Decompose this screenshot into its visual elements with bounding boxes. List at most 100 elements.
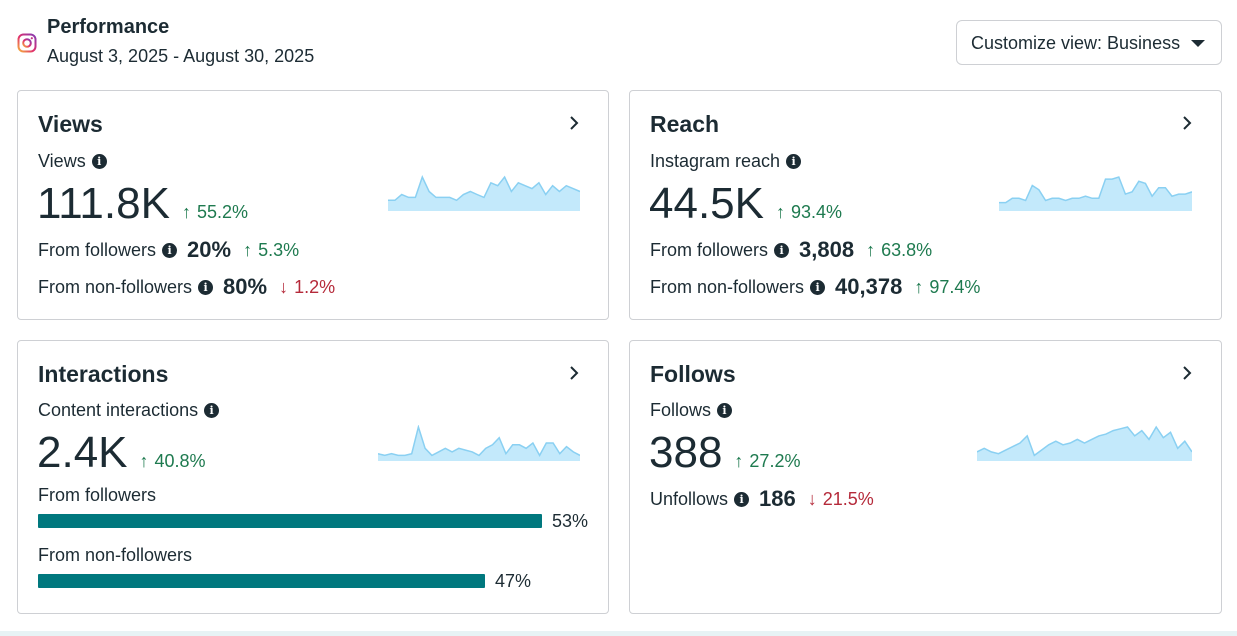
customize-view-label: Customize view: Business (971, 33, 1181, 53)
views-followers-row: From followers i 20% ↑ 5.3% (38, 237, 299, 263)
sparkline-line (977, 425, 1192, 457)
interactions-metric-label: Content interactions i (38, 400, 220, 421)
chevron-right-icon[interactable] (568, 113, 580, 133)
reach-card[interactable]: Reach Instagram reach i 44.5K ↑ 93.4% From… (629, 90, 1222, 320)
interactions-change-text: 40.8% (154, 451, 206, 471)
unfollows-change: ↓ 21.5% (808, 489, 874, 510)
views-non-followers-change: ↓ 1.2% (279, 277, 335, 298)
follows-metric-label: Follows i (650, 400, 733, 421)
chevron-right-icon[interactable] (568, 363, 580, 383)
info-icon[interactable]: i (91, 154, 107, 169)
sparkline-area (388, 177, 580, 211)
reach-non-followers-label: From non-followers (650, 276, 805, 297)
follows-sparkline (977, 425, 1192, 461)
reach-metric-label: Instagram reach i (650, 151, 802, 172)
card-title-interactions: Interactions (38, 361, 169, 387)
interactions-metric-text: Content interactions (38, 400, 199, 420)
info-icon[interactable]: i (734, 491, 750, 507)
views-non-followers-value: 80% (223, 274, 268, 299)
reach-value: 44.5K (649, 179, 764, 228)
page-title: Performance (47, 16, 170, 38)
unfollows-row: Unfollows i 186 ↓ 21.5% (650, 486, 874, 512)
info-icon[interactable]: i (774, 242, 790, 258)
views-metric-label: Views i (38, 151, 107, 172)
unfollows-value: 186 (759, 486, 796, 511)
info-icon[interactable]: i (717, 403, 733, 418)
follows-change-text: 27.2% (749, 451, 801, 471)
card-title-follows: Follows (650, 361, 736, 387)
arrow-up-icon: ↑ (775, 202, 785, 222)
reach-followers-label: From followers (650, 239, 769, 260)
reach-metric-text: Instagram reach (650, 151, 781, 171)
info-icon[interactable]: i (198, 279, 214, 295)
arrow-up-icon: ↑ (734, 451, 744, 471)
interactions-change: ↑ 40.8% (140, 451, 206, 472)
views-non-followers-change-text: 1.2% (294, 276, 336, 297)
arrow-up-icon: ↑ (914, 276, 924, 297)
reach-change-text: 93.4% (790, 202, 843, 222)
card-title-reach: Reach (650, 111, 720, 137)
sparkline-area (977, 427, 1192, 461)
sparkline-line (388, 175, 580, 202)
reach-followers-change: ↑ 63.8% (866, 240, 932, 261)
reach-value-row: 44.5K ↑ 93.4% (649, 179, 842, 229)
instagram-icon (17, 33, 37, 53)
sparkline-line (999, 176, 1192, 204)
follows-metric-text: Follows (650, 400, 712, 420)
bottom-scroll-edge (0, 631, 1237, 636)
sparkline-line (378, 425, 580, 457)
reach-followers-value: 3,808 (799, 237, 855, 262)
info-icon[interactable]: i (810, 279, 826, 295)
reach-non-followers-value: 40,378 (835, 274, 903, 299)
follows-change: ↑ 27.2% (734, 451, 800, 472)
caret-down-icon (1191, 40, 1205, 47)
interactions-card[interactable]: Interactions Content interactions i 2.4K … (17, 340, 609, 614)
interactions-value: 2.4K (37, 428, 128, 477)
card-title-views: Views (38, 111, 103, 137)
views-followers-change-text: 5.3% (258, 239, 300, 260)
follows-card[interactable]: Follows Follows i 388 ↑ 27.2% Unfollows i 1… (629, 340, 1222, 614)
views-value: 111.8K (37, 179, 170, 228)
info-icon[interactable]: i (162, 242, 178, 258)
interactions-followers-label: From followers (38, 485, 157, 505)
interactions-sparkline (378, 425, 580, 461)
arrow-up-icon: ↑ (243, 239, 253, 260)
unfollows-change-text: 21.5% (822, 488, 874, 509)
reach-non-followers-change-text: 97.4% (929, 276, 981, 297)
interactions-followers-pct: 53% (552, 511, 589, 531)
arrow-up-icon: ↑ (866, 239, 876, 260)
chevron-right-icon[interactable] (1181, 363, 1193, 383)
views-non-followers-label: From non-followers (38, 276, 193, 297)
views-non-followers-row: From non-followers i 80% ↓ 1.2% (38, 274, 335, 300)
date-range: August 3, 2025 - August 30, 2025 (47, 46, 315, 66)
arrow-up-icon: ↑ (181, 202, 191, 222)
arrow-up-icon: ↑ (139, 451, 149, 471)
follows-value: 388 (649, 428, 723, 477)
reach-non-followers-row: From non-followers i 40,378 ↑ 97.4% (650, 274, 980, 300)
follows-value-row: 388 ↑ 27.2% (649, 428, 800, 478)
reach-followers-change-text: 63.8% (881, 239, 933, 260)
chevron-right-icon[interactable] (1181, 113, 1193, 133)
arrow-down-icon: ↓ (279, 276, 289, 297)
info-icon[interactable]: i (786, 154, 802, 169)
sparkline-area (999, 177, 1192, 211)
views-followers-change: ↑ 5.3% (243, 240, 299, 261)
views-value-row: 111.8K ↑ 55.2% (37, 179, 248, 229)
reach-non-followers-change: ↑ 97.4% (914, 277, 980, 298)
interactions-non-followers-label: From non-followers (38, 545, 193, 565)
views-change-text: 55.2% (196, 202, 248, 222)
customize-view-dropdown[interactable]: Customize view: Business (956, 20, 1222, 65)
info-icon[interactable]: i (204, 403, 220, 418)
views-change: ↑ 55.2% (182, 202, 248, 223)
performance-header: Performance August 3, 2025 - August 30, … (0, 0, 1237, 80)
views-followers-value: 20% (187, 237, 232, 262)
unfollows-label: Unfollows (650, 488, 729, 509)
views-followers-label: From followers (38, 239, 157, 260)
reach-change: ↑ 93.4% (776, 202, 842, 223)
reach-followers-row: From followers i 3,808 ↑ 63.8% (650, 237, 932, 263)
views-card[interactable]: Views Views i 111.8K ↑ 55.2% From follower… (17, 90, 609, 320)
reach-sparkline (999, 176, 1192, 211)
interactions-followers-bar (38, 514, 542, 528)
views-sparkline (388, 175, 580, 211)
interactions-non-followers-pct: 47% (495, 571, 532, 591)
